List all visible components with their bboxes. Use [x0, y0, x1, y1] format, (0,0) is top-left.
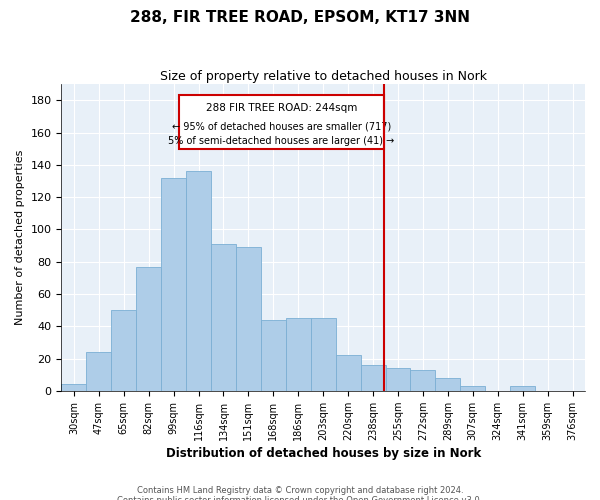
Text: 288 FIR TREE ROAD: 244sqm: 288 FIR TREE ROAD: 244sqm: [206, 104, 357, 114]
Y-axis label: Number of detached properties: Number of detached properties: [15, 150, 25, 325]
Bar: [136, 266, 161, 391]
Bar: [410, 370, 436, 391]
Bar: [111, 310, 136, 391]
Bar: [361, 365, 386, 391]
Text: 5% of semi-detached houses are larger (41) →: 5% of semi-detached houses are larger (4…: [169, 136, 395, 145]
Bar: [161, 178, 186, 391]
Bar: [236, 247, 261, 391]
Text: Contains public sector information licensed under the Open Government Licence v3: Contains public sector information licen…: [118, 496, 482, 500]
X-axis label: Distribution of detached houses by size in Nork: Distribution of detached houses by size …: [166, 447, 481, 460]
Bar: [286, 318, 311, 391]
FancyBboxPatch shape: [179, 96, 384, 148]
Bar: [460, 386, 485, 391]
Text: Contains HM Land Registry data © Crown copyright and database right 2024.: Contains HM Land Registry data © Crown c…: [137, 486, 463, 495]
Bar: [386, 368, 410, 391]
Bar: [261, 320, 286, 391]
Text: 288, FIR TREE ROAD, EPSOM, KT17 3NN: 288, FIR TREE ROAD, EPSOM, KT17 3NN: [130, 10, 470, 25]
Bar: [61, 384, 86, 391]
Bar: [211, 244, 236, 391]
Title: Size of property relative to detached houses in Nork: Size of property relative to detached ho…: [160, 70, 487, 83]
Bar: [510, 386, 535, 391]
Bar: [311, 318, 335, 391]
Bar: [335, 356, 361, 391]
Bar: [186, 172, 211, 391]
Text: ← 95% of detached houses are smaller (717): ← 95% of detached houses are smaller (71…: [172, 121, 391, 131]
Bar: [436, 378, 460, 391]
Bar: [86, 352, 111, 391]
